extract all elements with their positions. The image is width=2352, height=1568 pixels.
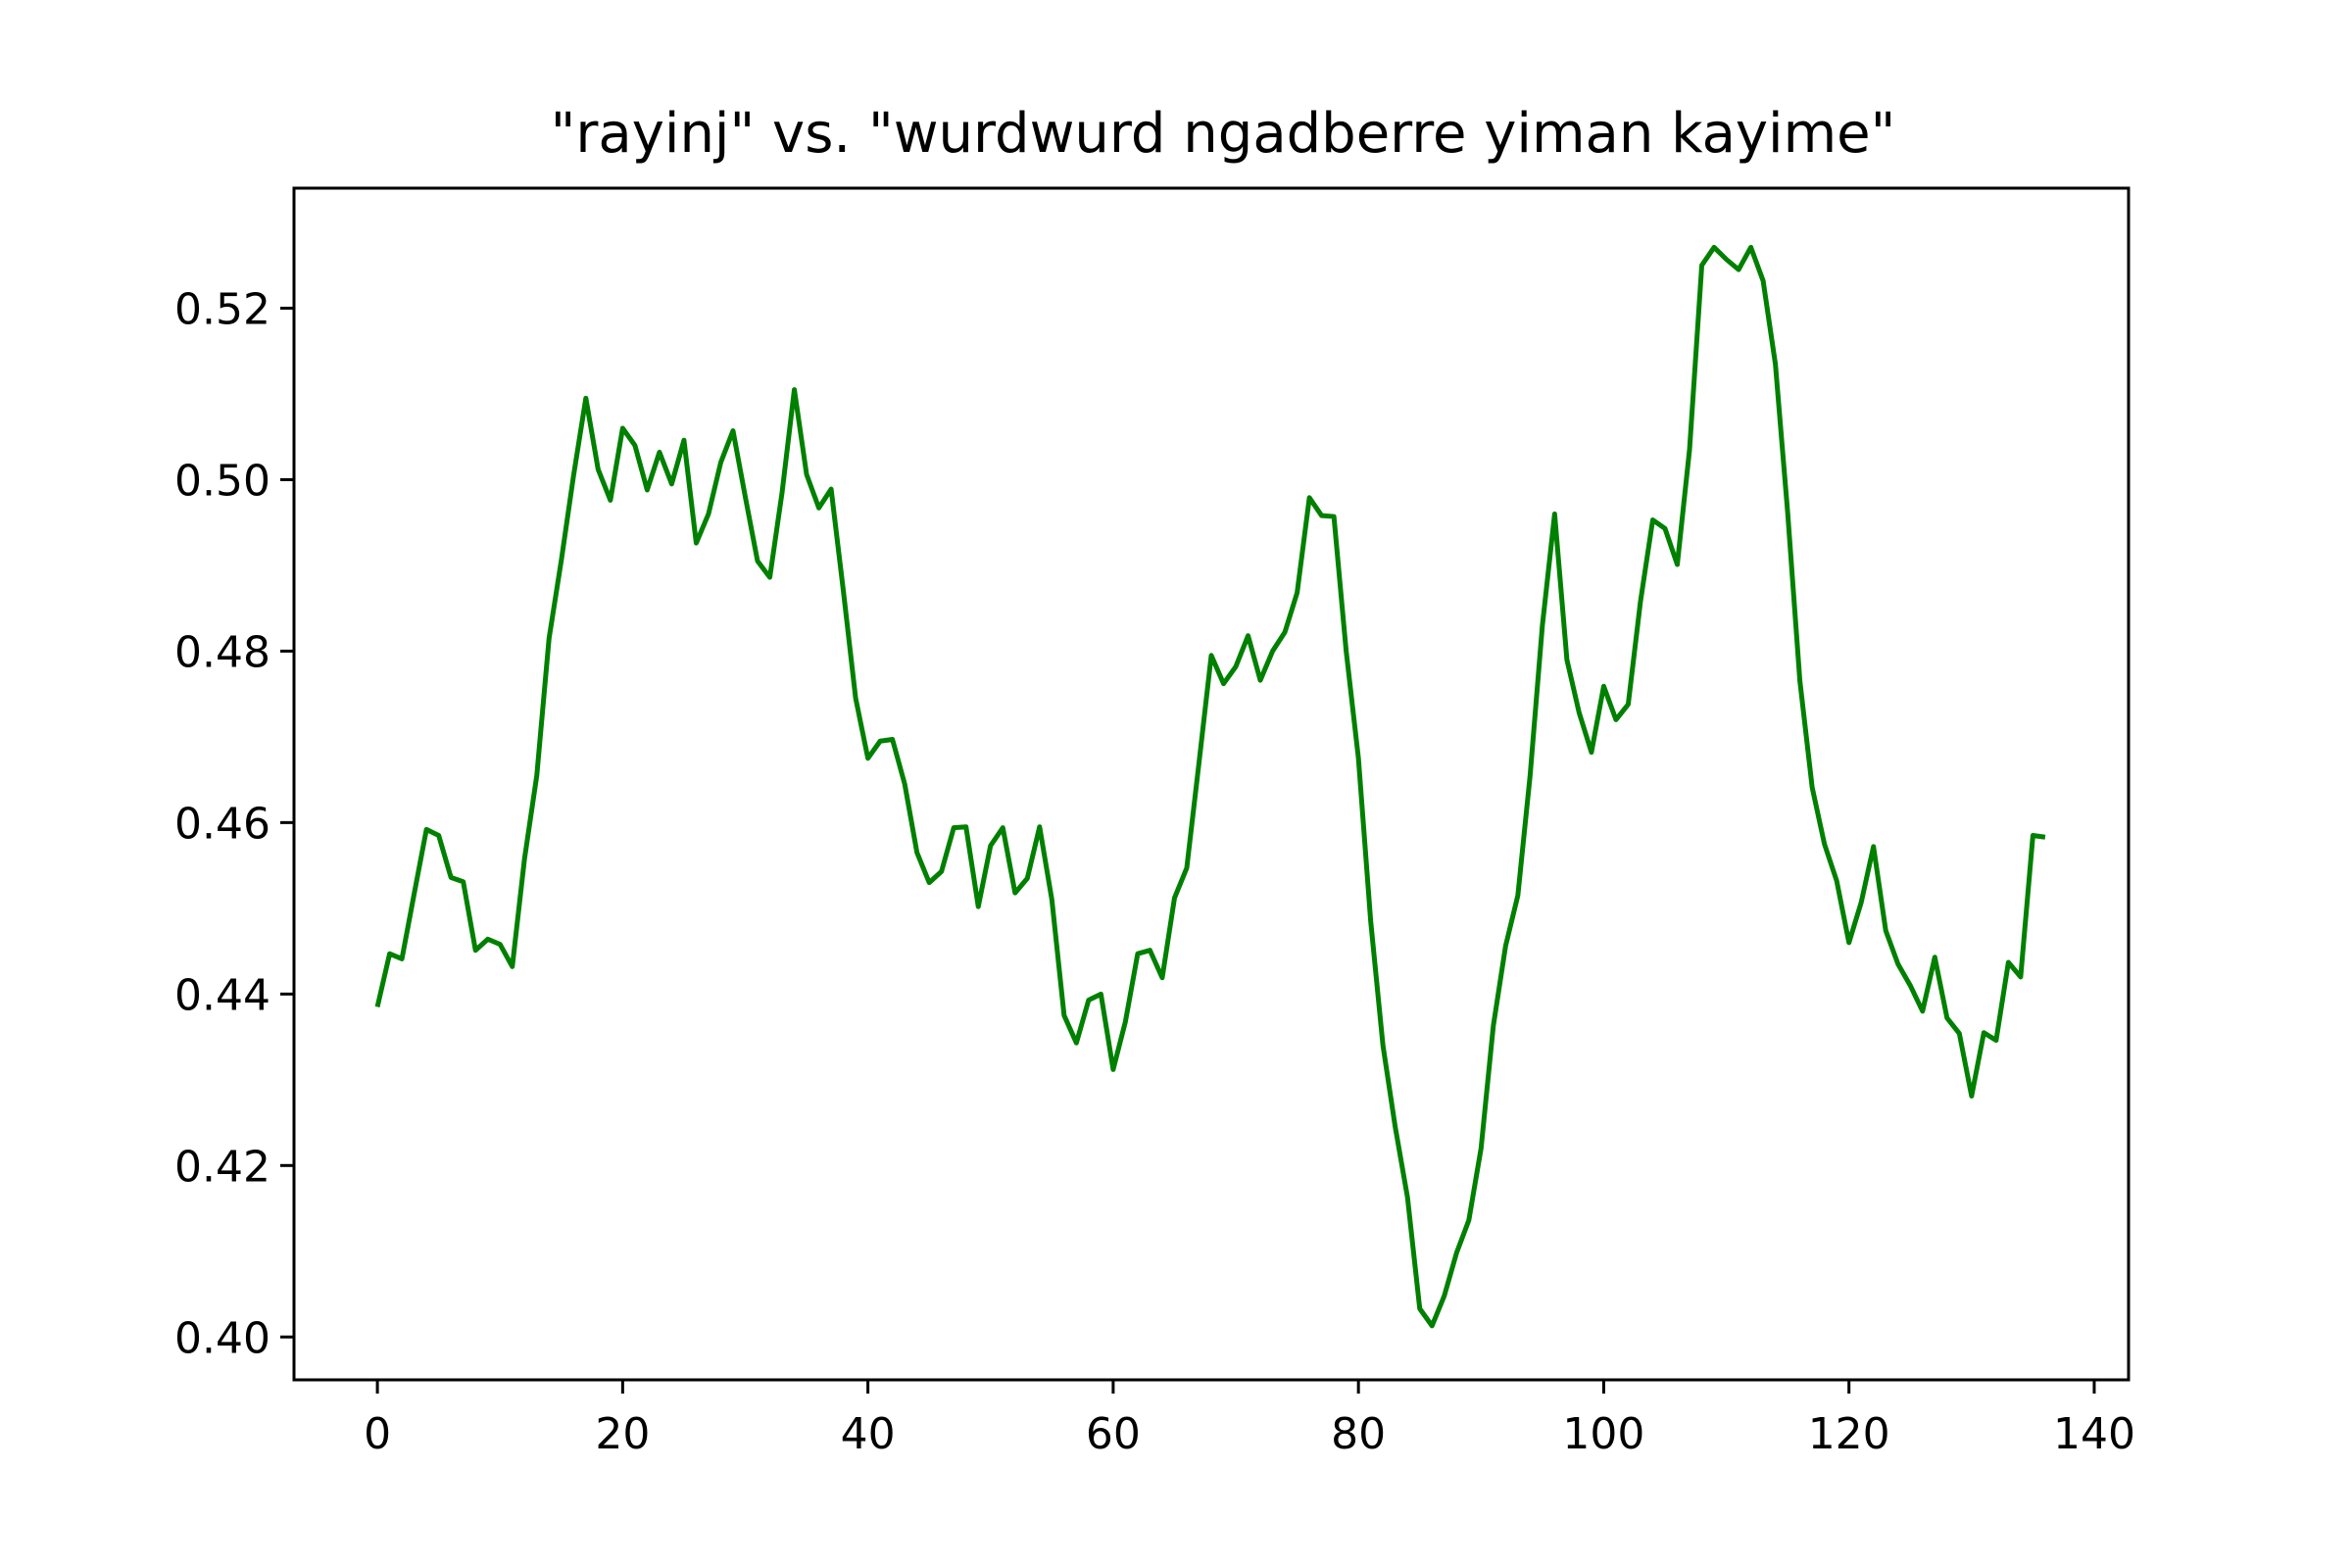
x-tick-label: 120: [1808, 1409, 1890, 1459]
x-tick-label: 140: [2053, 1409, 2135, 1459]
y-tick-label: 0.44: [174, 970, 270, 1020]
x-tick-label: 0: [364, 1409, 391, 1459]
plot-area-frame: [292, 186, 2131, 1382]
x-tick-label: 100: [1562, 1409, 1644, 1459]
y-axis: 0.40 0.42 0.44 0.46 0.48 0.50 0.52: [174, 284, 294, 1363]
y-tick-label: 0.48: [174, 627, 270, 677]
series-line-0: [374, 244, 2046, 1329]
y-tick-label: 0.50: [174, 456, 270, 506]
y-tick-label: 0.40: [174, 1313, 270, 1363]
x-tick-label: 20: [595, 1409, 650, 1459]
series-layer: [374, 244, 2046, 1329]
y-tick-label: 0.46: [174, 799, 270, 849]
x-tick-label: 60: [1086, 1409, 1141, 1459]
x-tick-label: 80: [1331, 1409, 1386, 1459]
y-tick-label: 0.52: [174, 284, 270, 334]
x-tick-label: 40: [841, 1409, 896, 1459]
chart-title: "rayinj" vs. "wurdwurd ngadberre yiman k…: [551, 102, 1896, 166]
y-tick-label: 0.42: [174, 1142, 270, 1192]
x-axis: 0 20 40 60 80 100 120 140: [364, 1380, 2135, 1459]
